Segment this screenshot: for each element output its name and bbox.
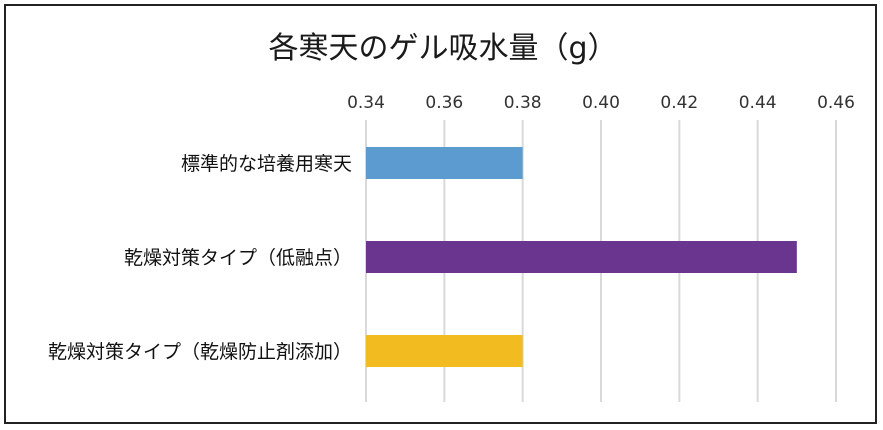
category-label: 乾燥対策タイプ（乾燥防止剤添加） [48, 341, 352, 363]
category-label: 乾燥対策タイプ（低融点） [124, 247, 352, 269]
x-tick-label: 0.44 [739, 93, 777, 113]
bar [366, 241, 797, 273]
x-tick-label: 0.46 [817, 93, 855, 113]
x-tick-label: 0.36 [425, 93, 463, 113]
bar [366, 147, 523, 179]
chart-title: 各寒天のゲル吸水量（g） [268, 31, 617, 66]
bars [366, 147, 797, 367]
x-axis-ticks: 0.34 0.36 0.38 0.40 0.42 0.44 0.46 [347, 93, 855, 113]
bar [366, 335, 523, 367]
x-tick-label: 0.38 [504, 93, 542, 113]
x-tick-label: 0.40 [582, 93, 620, 113]
category-label: 標準的な培養用寒天 [181, 153, 352, 175]
x-tick-label: 0.42 [660, 93, 698, 113]
x-tick-label: 0.34 [347, 93, 385, 113]
